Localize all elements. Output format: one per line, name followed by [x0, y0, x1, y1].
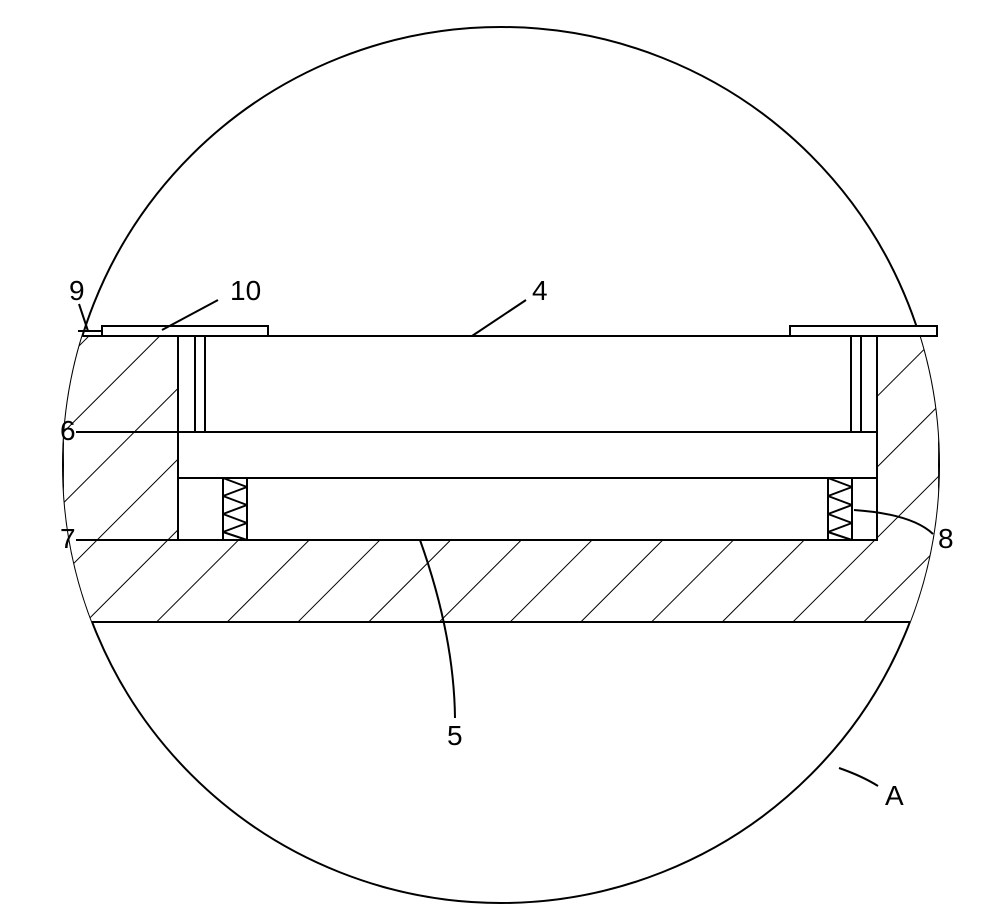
label-5: 5 — [447, 720, 463, 751]
assembly — [78, 326, 937, 540]
diagram-stage: 9 10 4 6 7 5 8 A — [0, 0, 1000, 921]
label-4: 4 — [532, 275, 548, 306]
wall-left — [195, 336, 205, 432]
label-7: 7 — [60, 523, 76, 554]
tab-right — [790, 326, 937, 336]
lower-bar — [178, 478, 877, 540]
label-6: 6 — [60, 415, 76, 446]
leader-4 — [472, 300, 526, 336]
leader-9 — [79, 304, 88, 331]
leader-A — [839, 768, 878, 786]
tab-left — [102, 326, 268, 336]
upper-bar — [178, 432, 877, 478]
wall-right — [851, 336, 861, 432]
label-10: 10 — [230, 275, 261, 306]
label-9: 9 — [69, 275, 85, 306]
label-A: A — [885, 780, 904, 811]
label-8: 8 — [938, 523, 954, 554]
